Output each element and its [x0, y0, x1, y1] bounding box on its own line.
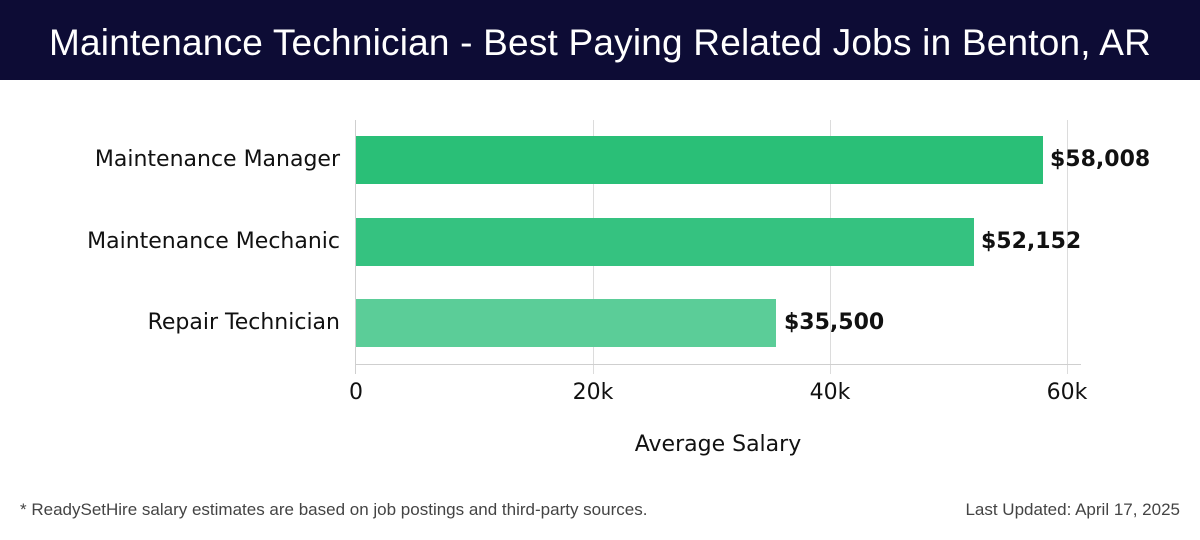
x-axis-title: Average Salary [634, 432, 802, 457]
x-axis-line [355, 364, 1081, 365]
y-axis-line [355, 120, 356, 374]
x-tick-label: 0 [349, 380, 363, 405]
category-label: Maintenance Mechanic [87, 229, 340, 254]
bar-maintenance-manager[interactable] [356, 136, 1043, 184]
header-banner: Maintenance Technician - Best Paying Rel… [0, 0, 1200, 80]
category-label: Repair Technician [147, 310, 340, 335]
page-title: Maintenance Technician - Best Paying Rel… [48, 22, 1152, 63]
footnote: * ReadySetHire salary estimates are base… [20, 500, 648, 519]
gridline-60k [1067, 120, 1068, 374]
last-updated: Last Updated: April 17, 2025 [965, 500, 1180, 519]
category-label: Maintenance Manager [94, 147, 340, 172]
x-tick-label: 20k [572, 380, 614, 405]
value-label: $52,152 [981, 229, 1082, 254]
value-label: $35,500 [784, 310, 885, 335]
value-label: $58,008 [1050, 147, 1151, 172]
x-tick-label: 60k [1046, 380, 1088, 405]
bar-maintenance-mechanic[interactable] [356, 218, 974, 266]
bar-repair-technician[interactable] [356, 299, 776, 347]
x-tick-label: 40k [809, 380, 851, 405]
